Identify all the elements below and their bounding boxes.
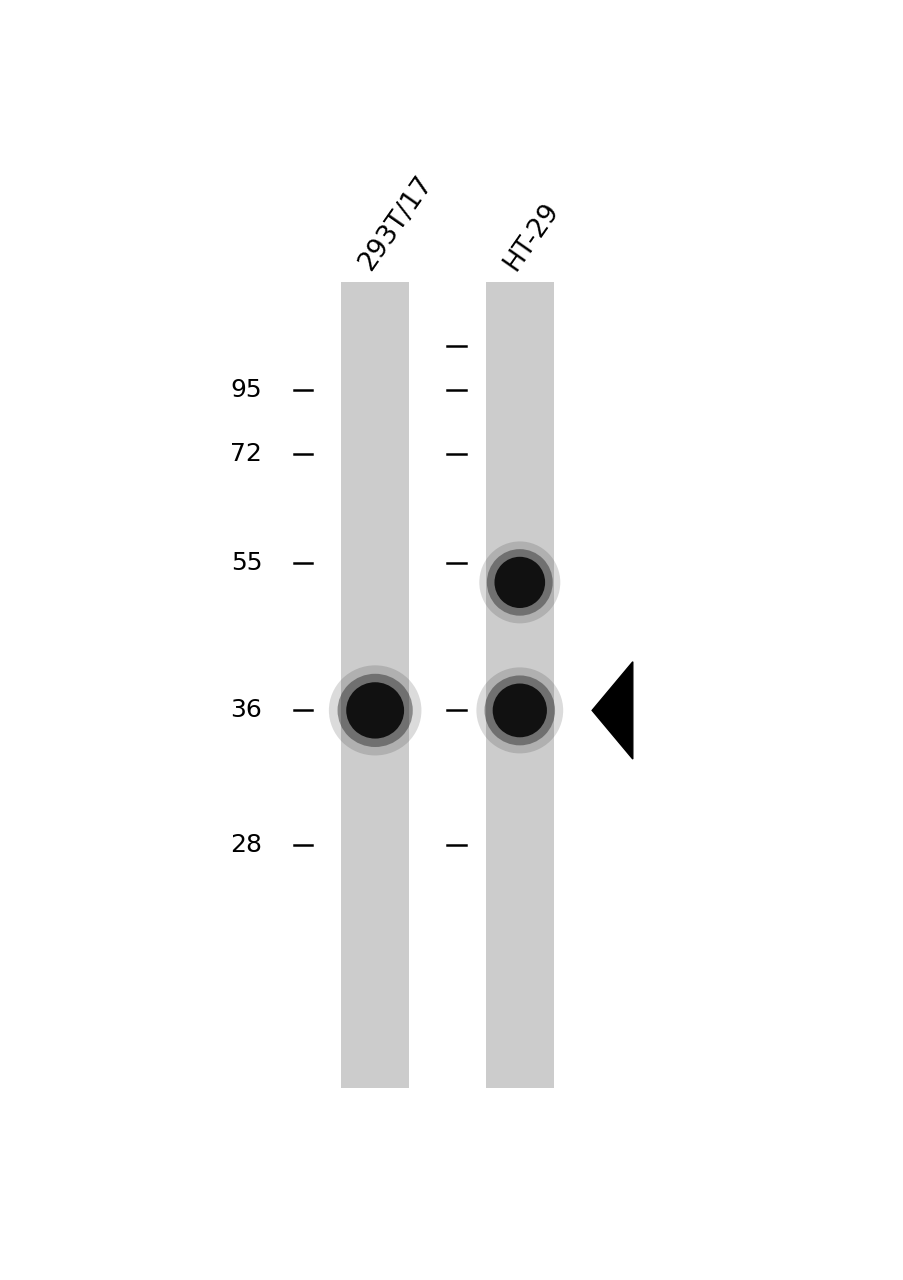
Text: 95: 95 [230, 379, 262, 402]
Text: 28: 28 [230, 833, 262, 856]
Ellipse shape [492, 684, 546, 737]
Ellipse shape [494, 557, 545, 608]
Bar [486, 282, 553, 1088]
Ellipse shape [479, 541, 560, 623]
Ellipse shape [329, 666, 421, 755]
Ellipse shape [484, 676, 554, 745]
Text: 72: 72 [230, 443, 262, 466]
Ellipse shape [346, 682, 404, 739]
Text: HT-29: HT-29 [498, 197, 563, 275]
Ellipse shape [487, 549, 552, 616]
Bar [341, 282, 408, 1088]
Text: 55: 55 [230, 552, 262, 575]
Text: 36: 36 [230, 699, 262, 722]
Ellipse shape [337, 673, 413, 748]
Polygon shape [591, 662, 632, 759]
Text: 293T/17: 293T/17 [353, 172, 437, 275]
Ellipse shape [476, 667, 563, 754]
